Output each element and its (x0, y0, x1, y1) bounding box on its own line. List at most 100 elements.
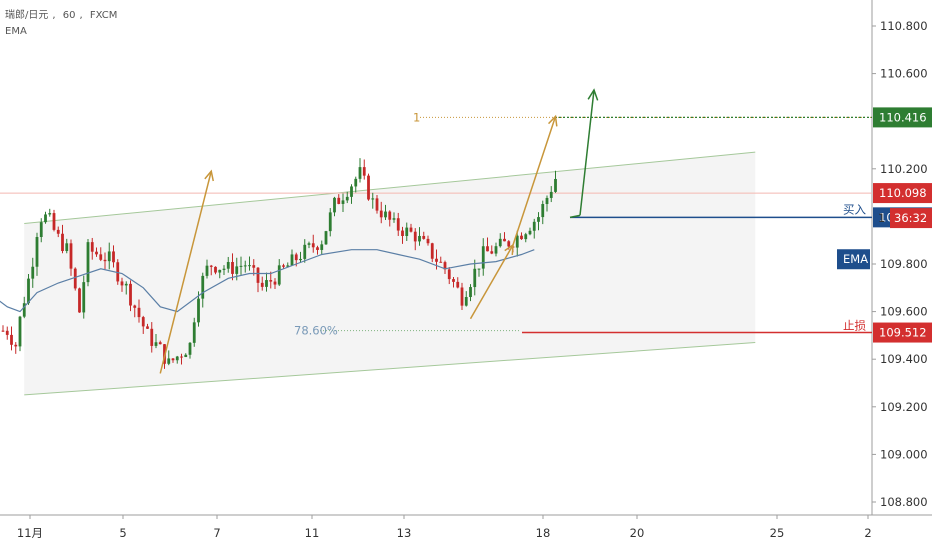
fib-618-label: 78.60% (294, 324, 338, 338)
y-tick-label: 109.800 (880, 257, 928, 271)
candle-body (481, 246, 485, 269)
trend-arrow-3[interactable] (512, 114, 558, 246)
interval-label: 60 (62, 10, 76, 21)
source-label: FXCM (89, 10, 118, 21)
candle-body (541, 204, 545, 218)
countdown-text: 36:32 (894, 211, 927, 225)
candle-body (515, 235, 519, 248)
candle-body (520, 235, 523, 240)
ema-tag[interactable]: EMA (837, 249, 870, 270)
stop-price-tag[interactable]: 109.512 (873, 322, 932, 343)
indicator-label[interactable]: EMA (5, 26, 27, 37)
candle-body (490, 251, 494, 254)
y-tick-label: 109.200 (880, 400, 928, 414)
ema-line[interactable] (0, 249, 535, 313)
candle-body (362, 167, 366, 176)
candle-body (392, 218, 396, 220)
x-tick-label: 7 (213, 526, 220, 540)
candle-body (14, 344, 18, 347)
candle-body (158, 342, 162, 345)
candle-body (464, 297, 468, 306)
candle-body (256, 267, 260, 283)
trend-arrow-1[interactable] (159, 169, 215, 374)
fib-level-1-label: 1 (413, 110, 420, 124)
candle-body (269, 280, 273, 282)
channel-lower-line[interactable] (24, 342, 756, 396)
candle-body (65, 243, 69, 252)
current-price-tag[interactable]: 110.098 (873, 183, 932, 204)
stop-price-tag-text: 109.512 (879, 326, 927, 340)
x-tick-label: 11 (305, 526, 320, 540)
candle-body (337, 197, 341, 204)
x-tick-label: 11月 (17, 526, 43, 540)
candle-body (18, 316, 22, 347)
x-tick-label: 2 (864, 526, 871, 540)
candle-body (116, 262, 120, 282)
candle-body (99, 254, 103, 260)
candle-body (188, 342, 192, 355)
target-price-tag[interactable]: 110.416 (873, 107, 932, 128)
candle-body (384, 211, 387, 218)
candle-body (426, 238, 430, 244)
target-arrow[interactable] (569, 88, 599, 219)
candle-body (439, 261, 443, 263)
candle-body (235, 266, 239, 274)
candle-body (44, 214, 47, 223)
candle-body (260, 282, 264, 287)
entry-label: 买入 (843, 202, 866, 216)
candle-body (137, 307, 141, 318)
candle-body (35, 236, 39, 267)
candle-body (401, 230, 404, 236)
candle-body (473, 268, 477, 288)
candle-body (184, 354, 188, 358)
candle-body (375, 198, 379, 211)
candle-body (10, 334, 13, 345)
candle-body (22, 303, 26, 317)
candle-body (443, 262, 447, 270)
channel-upper-line[interactable] (24, 151, 756, 225)
candle-body (214, 266, 217, 273)
current-price-tag-text: 110.098 (879, 186, 927, 200)
candle-body (82, 282, 86, 313)
candle-body (286, 265, 290, 267)
candle-body (354, 178, 358, 187)
candle-body (31, 266, 35, 279)
x-tick-label: 18 (536, 526, 551, 540)
candle-body (56, 229, 60, 234)
candle-body (460, 287, 464, 306)
candle-body (430, 243, 434, 259)
y-tick-label: 110.600 (880, 67, 928, 81)
candle-body (90, 242, 94, 252)
candle-body (486, 246, 489, 252)
candle-body (545, 197, 549, 205)
y-tick-label: 109.600 (880, 305, 928, 319)
candle-body (532, 221, 536, 231)
candle-body (290, 254, 294, 266)
candle-body (524, 234, 528, 240)
candle-body (205, 265, 209, 276)
candle-body (316, 247, 319, 250)
candle-body (48, 213, 52, 215)
candle-body (201, 275, 205, 299)
candle-body (303, 244, 307, 259)
candle-body (299, 258, 302, 261)
candle-body (409, 227, 413, 232)
candle-body (507, 241, 511, 247)
candle-body (1, 330, 5, 332)
candle-body (265, 280, 268, 287)
candle-body (129, 283, 132, 306)
candle-body (180, 356, 183, 358)
symbol-line: 瑞郎/日元, 60, FXCM (5, 10, 118, 21)
candle-body (222, 268, 226, 270)
candle-body (141, 317, 145, 327)
candle-body (328, 212, 332, 232)
candle-body (39, 222, 43, 237)
candle-body (52, 213, 56, 230)
candle-body (452, 279, 455, 282)
candle-body (252, 265, 256, 268)
candle-body (307, 243, 311, 245)
candle-body (107, 251, 111, 262)
candle-body (133, 305, 137, 308)
candle-body (124, 283, 128, 286)
